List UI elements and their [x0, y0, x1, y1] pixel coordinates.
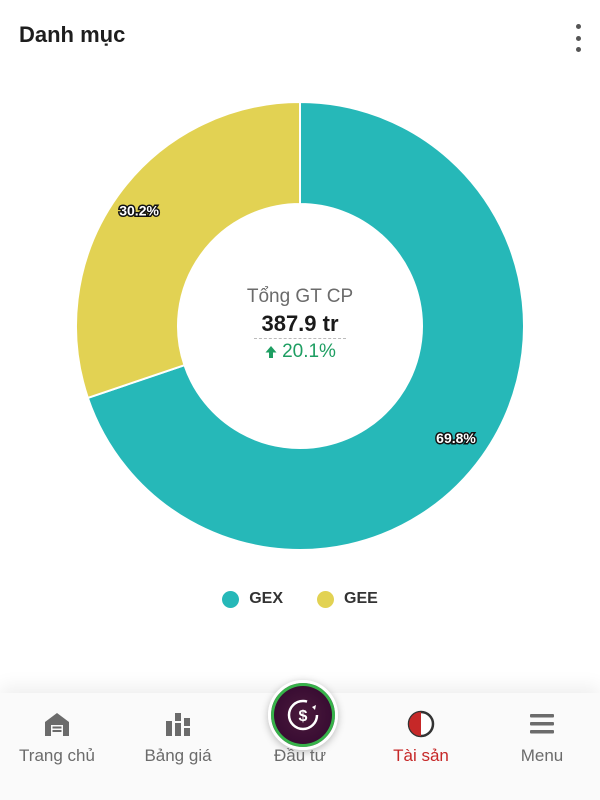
nav-item-menu[interactable]: Menu — [482, 693, 600, 800]
donut-label-gee: 30.2% — [119, 203, 159, 219]
home-icon — [45, 713, 69, 736]
total-value-amount: 387.9 tr — [261, 311, 339, 336]
legend-label-gee: GEE — [344, 590, 378, 607]
donut-label-gex: 69.8% — [436, 430, 476, 446]
change-percent: 20.1% — [282, 341, 336, 362]
more-vertical-icon[interactable] — [566, 24, 590, 52]
donut-slice-gex[interactable] — [86, 100, 525, 551]
center-divider — [254, 338, 346, 339]
arrow-up-icon — [265, 346, 277, 358]
portfolio-donut-chart: 69.8% 30.2% — [75, 100, 525, 551]
app-header: Danh mục — [0, 0, 600, 70]
nav-label-price-board: Bảng giá — [144, 746, 212, 765]
total-value-change: 20.1% — [200, 341, 400, 363]
legend-label-gex: GEX — [249, 590, 283, 607]
legend-dot-gex — [222, 590, 240, 608]
nav-item-home[interactable]: Trang chủ — [0, 693, 117, 800]
nav-item-price-board[interactable]: Bảng giá — [118, 693, 238, 800]
legend-dot-gee — [317, 590, 334, 608]
invest-coin-icon: $ — [287, 699, 319, 731]
total-value-title: Tổng GT CP — [246, 286, 354, 307]
nav-label-invest: Đầu tư — [273, 746, 326, 765]
page-title: Danh mục — [19, 22, 126, 47]
nav-label-assets: Tài sản — [393, 746, 449, 765]
svg-text:$: $ — [299, 708, 308, 725]
nav-label-menu: Menu — [520, 746, 564, 765]
donut-slice-gee[interactable] — [75, 100, 301, 400]
legend-item-gee[interactable]: GEE — [317, 590, 378, 608]
chart-legend: GEX GEE — [0, 590, 600, 608]
assets-pie-icon — [407, 710, 435, 738]
nav-label-home: Trang chủ — [19, 746, 95, 765]
nav-item-assets[interactable]: Tài sản — [361, 693, 481, 800]
menu-icon — [530, 714, 554, 734]
invest-button[interactable]: $ — [268, 680, 338, 750]
price-board-icon — [166, 713, 190, 736]
legend-item-gex[interactable]: GEX — [222, 590, 283, 608]
